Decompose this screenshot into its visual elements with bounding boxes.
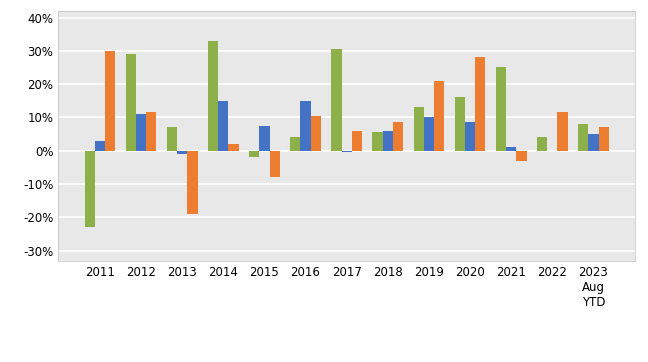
Bar [249, 151, 259, 157]
Bar [516, 151, 527, 161]
Bar [136, 114, 146, 151]
Bar [352, 131, 362, 151]
Bar [434, 81, 445, 151]
Bar [95, 141, 105, 151]
Legend: Equity, Debt, Gold: Equity, Debt, Gold [205, 361, 396, 362]
Bar [424, 117, 434, 151]
Bar [599, 127, 609, 151]
Bar [455, 97, 465, 151]
Bar [475, 58, 485, 151]
Bar [310, 116, 321, 151]
Bar [167, 127, 177, 151]
Bar [506, 147, 516, 151]
Bar [373, 132, 383, 151]
Bar [341, 151, 352, 152]
Bar [465, 122, 475, 151]
Bar [270, 151, 280, 177]
Bar [105, 51, 115, 151]
Bar [496, 67, 506, 151]
Bar [383, 131, 393, 151]
Bar [413, 108, 424, 151]
Bar [301, 101, 310, 151]
Bar [187, 151, 198, 214]
Bar [578, 124, 588, 151]
Bar [126, 54, 136, 151]
Bar [557, 113, 568, 151]
Bar [177, 151, 187, 154]
Bar [208, 41, 218, 151]
Bar [146, 113, 157, 151]
Bar [537, 138, 547, 151]
Bar [393, 122, 403, 151]
Bar [588, 134, 599, 151]
Bar [229, 144, 238, 151]
Bar [259, 126, 270, 151]
Bar [331, 49, 341, 151]
Bar [84, 151, 95, 227]
Bar [290, 138, 301, 151]
Bar [218, 101, 229, 151]
